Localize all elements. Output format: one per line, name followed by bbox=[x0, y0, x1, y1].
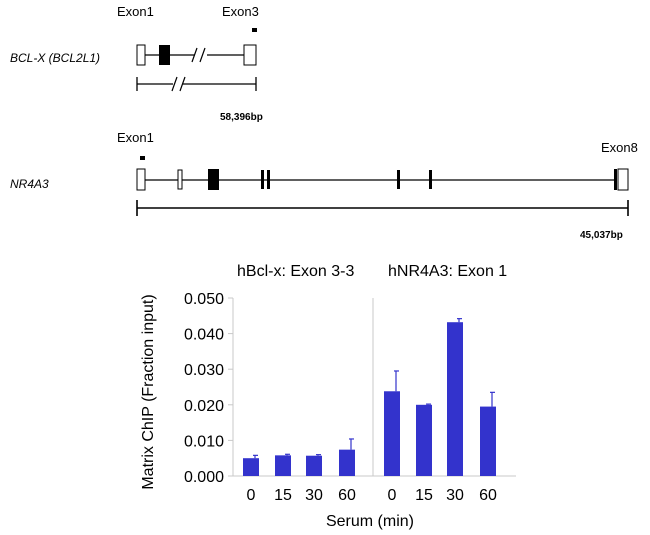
y-tick-label: 0.000 bbox=[184, 469, 224, 486]
bar bbox=[243, 458, 259, 476]
bar bbox=[384, 391, 400, 476]
bclx-break-mark bbox=[199, 47, 206, 63]
nr4a3-exon1-box bbox=[136, 168, 146, 191]
x-tick-label: 30 bbox=[305, 487, 323, 504]
nr4a3-exon-box bbox=[261, 170, 264, 189]
bclx-gene-name: BCL-X (BCL2L1) bbox=[10, 51, 100, 65]
x-tick-label: 15 bbox=[274, 487, 292, 504]
bar bbox=[480, 406, 496, 476]
nr4a3-gene-name: NR4A3 bbox=[10, 177, 49, 191]
y-tick-label: 0.010 bbox=[184, 433, 224, 450]
bar bbox=[306, 455, 322, 476]
bclx-length-label: 58,396bp bbox=[220, 112, 263, 123]
nr4a3-exon-box bbox=[614, 169, 617, 190]
y-tick-label: 0.040 bbox=[184, 327, 224, 344]
bclx-scale-break bbox=[179, 76, 186, 92]
y-tick-label: 0.050 bbox=[184, 291, 224, 308]
chip-bar-chart: hBcl-x: Exon 3-3 hNR4A3: Exon 1 Matrix C… bbox=[140, 263, 516, 530]
nr4a3-exon8-box bbox=[617, 168, 629, 191]
nr4a3-exon-box bbox=[177, 169, 183, 190]
bar bbox=[275, 455, 291, 476]
y-tick-label: 0.030 bbox=[184, 362, 224, 379]
bclx-exon3-label: Exon3 bbox=[222, 4, 259, 19]
x-tick-label: 60 bbox=[479, 487, 497, 504]
nr4a3-coding-exon-box bbox=[208, 169, 219, 190]
nr4a3-exon-box bbox=[267, 170, 270, 189]
panel-title-nr4a3: hNR4A3: Exon 1 bbox=[388, 263, 507, 280]
x-tick-label: 0 bbox=[388, 487, 397, 504]
x-tick-label: 15 bbox=[415, 487, 433, 504]
bclx-break-mark bbox=[191, 47, 198, 63]
nr4a3-length-label: 45,037bp bbox=[580, 230, 623, 241]
nr4a3-exon-box bbox=[429, 170, 432, 189]
nr4a3-exon1-label: Exon1 bbox=[117, 130, 154, 145]
bclx-coding-exon-box bbox=[159, 45, 170, 65]
bar bbox=[416, 404, 432, 476]
y-axis-label: Matrix ChIP (Fraction input) bbox=[140, 294, 157, 489]
nr4a3-exon-box bbox=[397, 170, 400, 189]
bclx-gene-diagram: Exon1 Exon3 BCL-X (BCL2L1) 58,396bp bbox=[10, 4, 263, 123]
bar bbox=[339, 449, 355, 476]
panel-title-bclx: hBcl-x: Exon 3-3 bbox=[237, 263, 354, 280]
x-tick-label: 30 bbox=[446, 487, 464, 504]
nr4a3-amplicon-marker bbox=[140, 156, 145, 160]
bar bbox=[447, 322, 463, 476]
bclx-exon1-label: Exon1 bbox=[117, 4, 154, 19]
x-axis-label: Serum (min) bbox=[326, 513, 414, 530]
bclx-exon3-box bbox=[243, 44, 257, 66]
x-tick-label: 60 bbox=[338, 487, 356, 504]
nr4a3-exon8-label: Exon8 bbox=[601, 140, 638, 155]
y-tick-label: 0.020 bbox=[184, 398, 224, 415]
nr4a3-gene-diagram: Exon1 Exon8 NR4A3 45,037bp bbox=[10, 130, 638, 241]
bclx-amplicon-marker bbox=[252, 28, 257, 32]
x-tick-label: 0 bbox=[247, 487, 256, 504]
bclx-scale-break bbox=[171, 76, 178, 92]
bclx-exon1-box bbox=[136, 44, 146, 66]
